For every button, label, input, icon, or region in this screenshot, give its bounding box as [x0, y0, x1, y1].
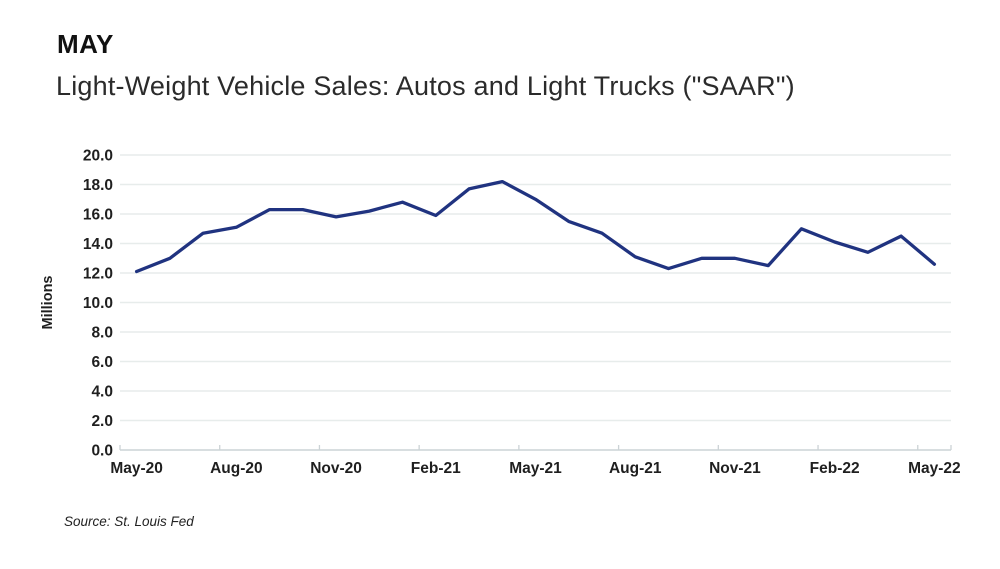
y-tick-label: 18.0: [83, 177, 113, 194]
vehicle-sales-line-chart: 0.0 2.0 4.0 6.0 8.0 10.0 12.0 14.0 16.0 18.0 20.0 M…: [40, 148, 961, 478]
x-tick-label: Feb-21: [411, 460, 461, 477]
y-tick-label: 2.0: [91, 413, 113, 430]
gridlines: [120, 154, 951, 422]
x-axis-ticks: [119, 445, 952, 450]
y-tick-label: 16.0: [83, 207, 113, 224]
sales-series-line: [134, 179, 937, 274]
y-axis-title: Millions: [40, 276, 56, 330]
chart-title: Light-Weight Vehicle Sales: Autos and Li…: [56, 71, 795, 101]
x-tick-label: Aug-21: [609, 460, 662, 477]
month-kicker: MAY: [57, 29, 114, 59]
y-tick-label: 4.0: [91, 384, 113, 401]
x-tick-label: May-20: [110, 460, 163, 477]
y-tick-label: 12.0: [83, 266, 113, 283]
x-tick-label: May-22: [908, 460, 961, 477]
source-note: Source: St. Louis Fed: [64, 514, 194, 529]
x-tick-label: Nov-21: [709, 460, 761, 477]
x-tick-labels: May-20 Aug-20 Nov-20 Feb-21 May-21 Aug-21 Nov-…: [110, 460, 960, 477]
y-tick-label: 20.0: [83, 148, 113, 165]
y-tick-label: 0.0: [91, 443, 113, 460]
y-tick-labels: 0.0 2.0 4.0 6.0 8.0 10.0 12.0 14.0 16.0 18.0 20.0: [83, 148, 113, 460]
y-tick-label: 8.0: [91, 325, 113, 342]
x-tick-label: Nov-20: [310, 460, 362, 477]
y-tick-label: 10.0: [83, 295, 113, 312]
y-tick-label: 6.0: [91, 354, 113, 371]
x-tick-label: May-21: [509, 460, 562, 477]
x-tick-label: Feb-22: [810, 460, 860, 477]
x-tick-label: Aug-20: [210, 460, 263, 477]
y-tick-label: 14.0: [83, 236, 113, 253]
